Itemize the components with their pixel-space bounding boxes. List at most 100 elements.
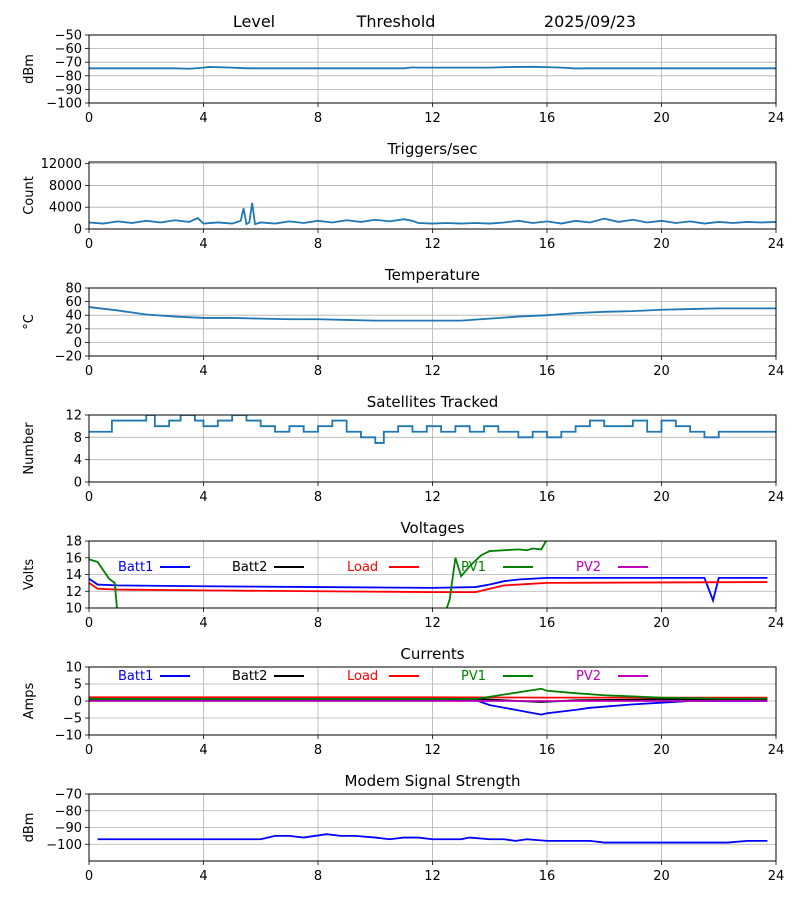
x-tick-label: 16 [539,743,556,758]
y-tick-label: −60 [55,42,82,57]
legend-label-batt1: Batt1 [118,560,153,575]
x-tick-label: 8 [314,869,322,884]
y-tick-label: 0 [74,336,82,351]
chart-title: Temperature [384,266,480,284]
y-tick-label: 0 [74,223,82,238]
y-axis-label: Count [22,176,37,215]
x-tick-label: 8 [314,743,322,758]
x-tick-label: 0 [85,490,93,505]
chart-title: Voltages [400,519,464,537]
y-tick-label: −100 [46,97,82,112]
x-tick-label: 24 [768,111,785,126]
x-tick-label: 12 [424,111,441,126]
x-tick-label: 4 [199,743,207,758]
legend-label-pv1: PV1 [461,669,486,684]
y-tick-label: −100 [46,838,82,853]
y-tick-label: 12000 [41,157,82,172]
legend-label-batt2: Batt2 [232,669,267,684]
x-tick-label: 12 [424,616,441,631]
x-tick-label: 24 [768,616,785,631]
x-tick-label: 0 [85,364,93,379]
x-tick-label: 4 [199,364,207,379]
x-tick-label: 0 [85,616,93,631]
y-tick-label: −20 [55,350,82,365]
x-tick-label: 24 [768,364,785,379]
y-axis-label: °C [22,314,37,330]
legend-label-pv2: PV2 [576,560,601,575]
legend-label-batt1: Batt1 [118,669,153,684]
chart-title: Triggers/sec [387,140,478,158]
x-tick-label: 16 [539,364,556,379]
x-tick-label: 4 [199,616,207,631]
x-tick-label: 8 [314,616,322,631]
x-tick-label: 20 [653,237,670,252]
x-tick-label: 0 [85,869,93,884]
x-tick-label: 4 [199,490,207,505]
x-tick-label: 24 [768,743,785,758]
x-tick-label: 20 [653,743,670,758]
y-axis-label: dBm [22,54,37,84]
x-tick-label: 20 [653,364,670,379]
y-tick-label: 4000 [49,201,82,216]
x-tick-label: 4 [199,869,207,884]
y-tick-label: 5 [74,678,82,693]
y-tick-label: 14 [65,568,82,583]
x-tick-label: 0 [85,743,93,758]
header-date: 2025/09/23 [544,12,636,31]
y-tick-label: 60 [65,295,82,310]
y-tick-label: 0 [74,695,82,710]
x-tick-label: 12 [424,237,441,252]
chart-title: Satellites Tracked [367,393,498,411]
y-tick-label: 18 [65,535,82,550]
legend-label-batt2: Batt2 [232,560,267,575]
y-axis-label: Volts [22,559,37,591]
y-axis-label: Number [22,422,37,475]
series-line-batt1 [89,578,767,601]
y-tick-label: 10 [65,661,82,676]
y-tick-label: 8000 [49,179,82,194]
x-tick-label: 8 [314,111,322,126]
y-tick-label: −5 [63,712,82,727]
x-tick-label: 0 [85,111,93,126]
y-tick-label: −80 [55,804,82,819]
x-tick-label: 16 [539,616,556,631]
y-tick-label: −70 [55,788,82,803]
x-tick-label: 12 [424,364,441,379]
x-tick-label: 4 [199,111,207,126]
y-tick-label: −70 [55,56,82,71]
x-tick-label: 0 [85,237,93,252]
x-tick-label: 16 [539,237,556,252]
x-tick-label: 24 [768,237,785,252]
chart-title: Currents [400,645,464,663]
y-axis-label: dBm [22,813,37,843]
x-tick-label: 24 [768,490,785,505]
y-tick-label: 20 [65,322,82,337]
x-tick-label: 12 [424,743,441,758]
series-line-level [89,67,776,69]
x-tick-label: 4 [199,237,207,252]
x-tick-label: 8 [314,364,322,379]
y-tick-label: −90 [55,821,82,836]
y-tick-label: 12 [65,409,82,424]
header-threshold: Threshold [356,12,436,31]
x-tick-label: 12 [424,869,441,884]
x-tick-label: 20 [653,869,670,884]
header-level: Level [233,12,275,31]
y-tick-label: 10 [65,602,82,617]
legend-label-load: Load [347,669,378,684]
y-tick-label: 4 [74,453,82,468]
x-tick-label: 16 [539,490,556,505]
x-tick-label: 24 [768,869,785,884]
chart-title: Modem Signal Strength [345,772,521,790]
y-tick-label: −80 [55,69,82,84]
x-tick-label: 16 [539,111,556,126]
x-tick-label: 20 [653,490,670,505]
y-tick-label: −90 [55,83,82,98]
